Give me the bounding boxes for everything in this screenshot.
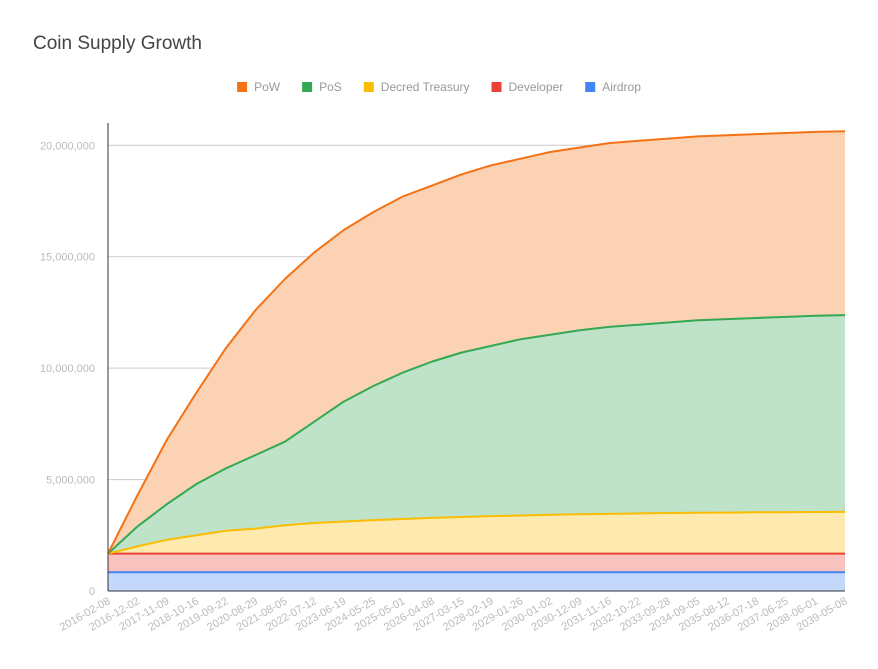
area-airdrop [108,572,845,591]
chart-title: Coin Supply Growth [33,33,202,54]
y-tick-label: 0 [89,586,95,598]
legend-swatch [585,82,596,92]
y-tick-label: 15,000,000 [40,252,95,264]
legend-label: Developer [509,80,564,94]
line-pos [107,314,846,555]
legend-label: PoS [319,80,342,94]
y-axis-ticks: 0 5,000,000 10,000,000 15,000,000 20,000,000 [40,140,95,598]
legend-item-decred-treasury[interactable]: Decred Treasury [363,80,470,94]
y-tick-label: 10,000,000 [40,363,95,375]
legend-swatch [302,82,313,92]
legend-label: Airdrop [602,80,641,94]
axes [107,123,845,592]
area-developer [108,553,845,573]
area-decred-treasury [108,511,845,554]
legend-swatch [237,82,248,92]
y-tick-label: 5,000,000 [46,475,95,487]
area-pow [108,131,845,554]
legend-item-airdrop[interactable]: Airdrop [585,80,641,94]
area-pos [108,315,845,554]
line-decred-treasury [107,510,846,555]
legend-item-developer[interactable]: Developer [491,80,564,94]
legend-label: PoW [254,80,281,94]
series-areas [108,131,845,591]
legend-swatch [363,82,374,92]
legend-swatch [491,82,502,92]
line-pow [107,130,846,555]
legend-item-pow[interactable]: PoW [237,80,281,94]
y-tick-label: 20,000,000 [40,140,95,152]
legend: PoW PoS Decred Treasury Developer Airdrop [237,80,641,94]
legend-label: Decred Treasury [381,80,470,94]
series-lines [107,130,846,574]
legend-item-pos[interactable]: PoS [302,80,342,94]
x-axis-ticks: 2016-02-082016-12-022017-11-092018-10-16… [58,595,850,634]
